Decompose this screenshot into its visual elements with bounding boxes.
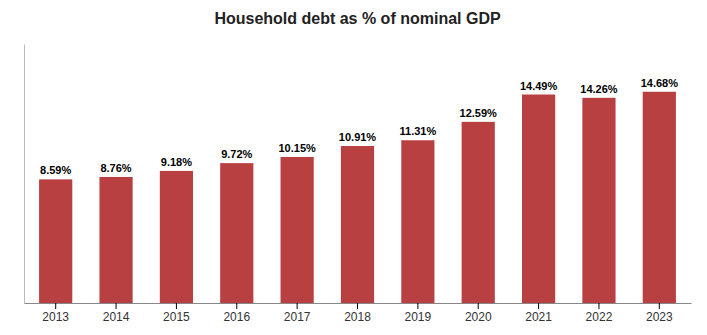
data-label: 14.49% [520,80,558,92]
bar [160,171,193,303]
x-tick-label: 2018 [344,310,371,324]
data-label: 8.59% [40,164,71,176]
data-label: 9.72% [221,148,252,160]
x-tick: 2018 [344,303,371,324]
bar [341,146,374,303]
bar [39,179,72,303]
y-axis [24,45,25,304]
x-axis: 2013 2014 2015 2016 2017 2018 2019 2020 2021 2022… [25,303,692,324]
x-tick: 2013 [42,303,69,324]
x-tick-mark [236,303,237,309]
x-tick-mark [116,303,117,309]
bar [99,177,132,303]
y-axis-line [24,45,25,304]
x-tick: 2022 [586,303,613,324]
data-label: 12.59% [460,107,498,119]
x-tick-label: 2015 [163,310,190,324]
x-tick: 2021 [525,303,552,324]
bars [39,92,676,303]
chart-container: Household debt as % of nominal GDP8.59%8… [0,0,707,335]
x-tick-mark [478,303,479,309]
x-tick-label: 2013 [42,310,69,324]
x-tick: 2020 [465,303,492,324]
x-tick-label: 2022 [586,310,613,324]
data-label: 10.91% [339,131,377,143]
data-labels: 8.59% 8.76% 9.18% 9.72% 10.15% 10.91% 11.31% 12… [40,77,678,177]
data-label: 8.76% [100,162,131,174]
bar [643,92,676,303]
x-tick-mark [417,303,418,309]
x-tick-label: 2017 [284,310,311,324]
data-label: 14.26% [580,83,618,95]
x-tick-label: 2021 [525,310,552,324]
bar [220,163,253,303]
x-tick-label: 2023 [646,310,673,324]
x-tick-label: 2019 [405,310,432,324]
title: Household debt as % of nominal GDP [214,10,501,27]
chart-svg: Household debt as % of nominal GDP8.59%8… [0,0,707,335]
x-tick-mark [538,303,539,309]
data-label: 10.15% [278,142,316,154]
x-tick-label: 2016 [223,310,250,324]
bar [522,95,555,303]
bar [462,122,495,303]
x-tick: 2016 [223,303,250,324]
x-tick-mark [598,303,599,309]
x-tick-mark [176,303,177,309]
x-tick-mark [357,303,358,309]
x-tick-mark [55,303,56,309]
x-tick: 2019 [405,303,432,324]
bar [401,140,434,303]
bar [582,98,615,303]
x-tick: 2017 [284,303,311,324]
data-label: 9.18% [161,156,192,168]
x-tick: 2014 [103,303,130,324]
x-tick-mark [659,303,660,309]
data-label: 11.31% [400,125,437,137]
x-tick: 2015 [163,303,190,324]
x-tick: 2023 [646,303,673,324]
x-tick-label: 2020 [465,310,492,324]
x-tick-mark [297,303,298,309]
x-tick-label: 2014 [103,310,130,324]
bar [281,157,314,303]
data-label: 14.68% [641,77,679,89]
